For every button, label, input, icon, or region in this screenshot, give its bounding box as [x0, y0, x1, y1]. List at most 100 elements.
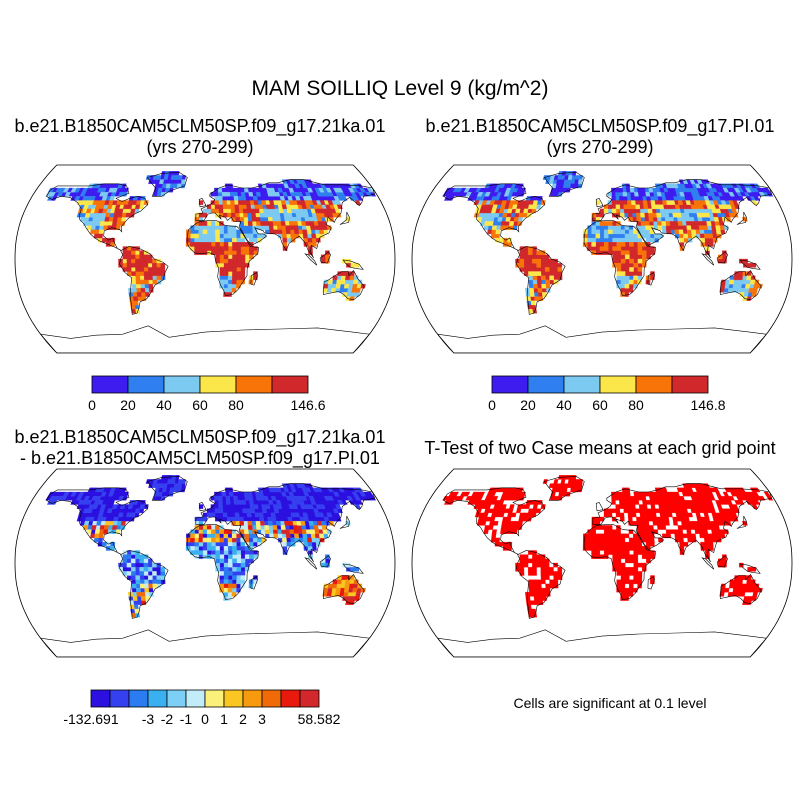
panel4-title-line1: T-Test of two Case means at each grid po…: [424, 438, 776, 458]
map-border: [14, 164, 396, 354]
coastline-new-guinea: [342, 563, 364, 574]
colorbar-tick-label: 1: [220, 711, 228, 727]
coastline-madagascar: [250, 272, 258, 286]
coastline-sumatra: [701, 557, 715, 570]
coastline-greenland: [543, 171, 585, 197]
coastline-north-america: [46, 487, 149, 555]
panel1-title-line1: b.e21.B1850CAM5CLM50SP.f09_g17.21ka.01: [14, 116, 386, 136]
colorbar-tick-label: 2: [239, 711, 247, 727]
significance-note: Cells are significant at 0.1 level: [513, 695, 707, 711]
panel1-title: b.e21.B1850CAM5CLM50SP.f09_g17.21ka.01 (…: [0, 116, 400, 158]
coastline-new-guinea: [342, 259, 364, 270]
colorbar-tick-label: 58.582: [298, 711, 341, 727]
colorbar-box: [242, 689, 263, 708]
data-cells: [474, 200, 759, 314]
coastline-north-america: [443, 487, 546, 555]
coastline-sumatra: [304, 253, 318, 266]
colorbar-tick-label: -132.691: [63, 711, 118, 727]
colorbar-tick-label: 0: [88, 397, 96, 413]
coastline-north-america: [46, 183, 149, 251]
colorbar-tick-label: 60: [592, 397, 608, 413]
coastline-greenland: [146, 475, 188, 501]
coastline-eurasia: [195, 483, 376, 563]
colorbar-21ka: 0 20 40 60 80 146.6: [88, 375, 326, 413]
coastline-australia: [719, 573, 762, 605]
coastline-britain: [198, 198, 207, 208]
coastline-australia: [322, 573, 365, 605]
panel2-title: b.e21.B1850CAM5CLM50SP.f09_g17.PI.01 (yr…: [400, 116, 800, 158]
map-panel-difference: [14, 468, 396, 658]
coastline-borneo: [319, 555, 331, 568]
map-border: [411, 164, 793, 354]
coastline-south-america: [516, 550, 566, 619]
colorbar-box: [271, 375, 309, 394]
colorbar-tick-label: 20: [520, 397, 536, 413]
colorbar-box: [109, 689, 130, 708]
coastline-greenland: [543, 475, 585, 501]
coastline-greenland: [146, 171, 188, 197]
colorbar-tick-label: 40: [556, 397, 572, 413]
colorbar-tick-label: 3: [258, 711, 266, 727]
colorbar-box: [671, 375, 709, 394]
colorbar-box: [163, 375, 201, 394]
coastline-borneo: [716, 251, 728, 264]
colorbar-tick-label: 60: [192, 397, 208, 413]
map-panel-ttest: [411, 468, 793, 658]
data-cells: [442, 475, 774, 618]
data-cells: [83, 521, 363, 601]
data-cells: [93, 200, 366, 314]
colorbar-box: [235, 375, 273, 394]
colorbar-tick-label: -2: [161, 711, 174, 727]
coastline-new-guinea: [739, 259, 761, 270]
coastline-new-guinea: [739, 563, 761, 574]
colorbar-pi: 0 20 40 60 80 146.8: [488, 375, 726, 413]
panel3-title: b.e21.B1850CAM5CLM50SP.f09_g17.21ka.01 -…: [0, 427, 400, 469]
colorbar-box: [563, 375, 601, 394]
coastline-africa: [186, 524, 260, 600]
colorbar-tick-label: 0: [201, 711, 209, 727]
map-panel-21ka: [14, 164, 396, 354]
panel4-title: T-Test of two Case means at each grid po…: [400, 438, 800, 459]
colorbar-box: [599, 375, 637, 394]
coastline-sumatra: [304, 557, 318, 570]
coastline-britain: [595, 502, 604, 512]
colorbar-tick-label: 146.8: [690, 397, 725, 413]
colorbar-tick-label: 146.6: [290, 397, 325, 413]
coastline-britain: [198, 502, 207, 512]
colorbar-box: [261, 689, 282, 708]
coastline-north-america: [443, 183, 546, 251]
coastline-south-america: [516, 246, 566, 315]
coastline-south-america: [119, 246, 169, 315]
main-title: MAM SOILLIQ Level 9 (kg/m^2): [251, 77, 549, 100]
colorbar-box: [635, 375, 673, 394]
coastline-japan: [339, 211, 350, 225]
coastline-south-america: [119, 550, 169, 619]
panel2-title-line2: (yrs 270-299): [546, 137, 654, 157]
coastline-madagascar: [250, 576, 258, 590]
coastline-sumatra: [701, 253, 715, 266]
colorbar-box: [299, 689, 320, 708]
map-panel-pi: [411, 164, 793, 354]
colorbar-tick-label: 80: [628, 397, 644, 413]
colorbar-box: [185, 689, 206, 708]
coastline-africa: [186, 220, 260, 296]
colorbar-tick-label: 20: [120, 397, 136, 413]
coastline-japan: [736, 211, 747, 225]
coastline-borneo: [716, 555, 728, 568]
coastline-britain: [595, 198, 604, 208]
map-border: [14, 468, 396, 658]
colorbar-box: [527, 375, 565, 394]
coastline-eurasia: [592, 483, 773, 563]
panel2-title-line1: b.e21.B1850CAM5CLM50SP.f09_g17.PI.01: [425, 116, 775, 136]
colorbar-box: [127, 375, 165, 394]
colorbar-box: [491, 375, 529, 394]
colorbar-tick-label: -3: [142, 711, 155, 727]
colorbar-box: [90, 689, 111, 708]
coastline-madagascar: [647, 272, 655, 286]
coastline-eurasia: [195, 179, 376, 259]
coastline-australia: [719, 269, 762, 301]
map-border: [411, 468, 793, 658]
coastline-borneo: [319, 251, 331, 264]
colorbar-box: [199, 375, 237, 394]
colorbar-tick-label: 40: [156, 397, 172, 413]
